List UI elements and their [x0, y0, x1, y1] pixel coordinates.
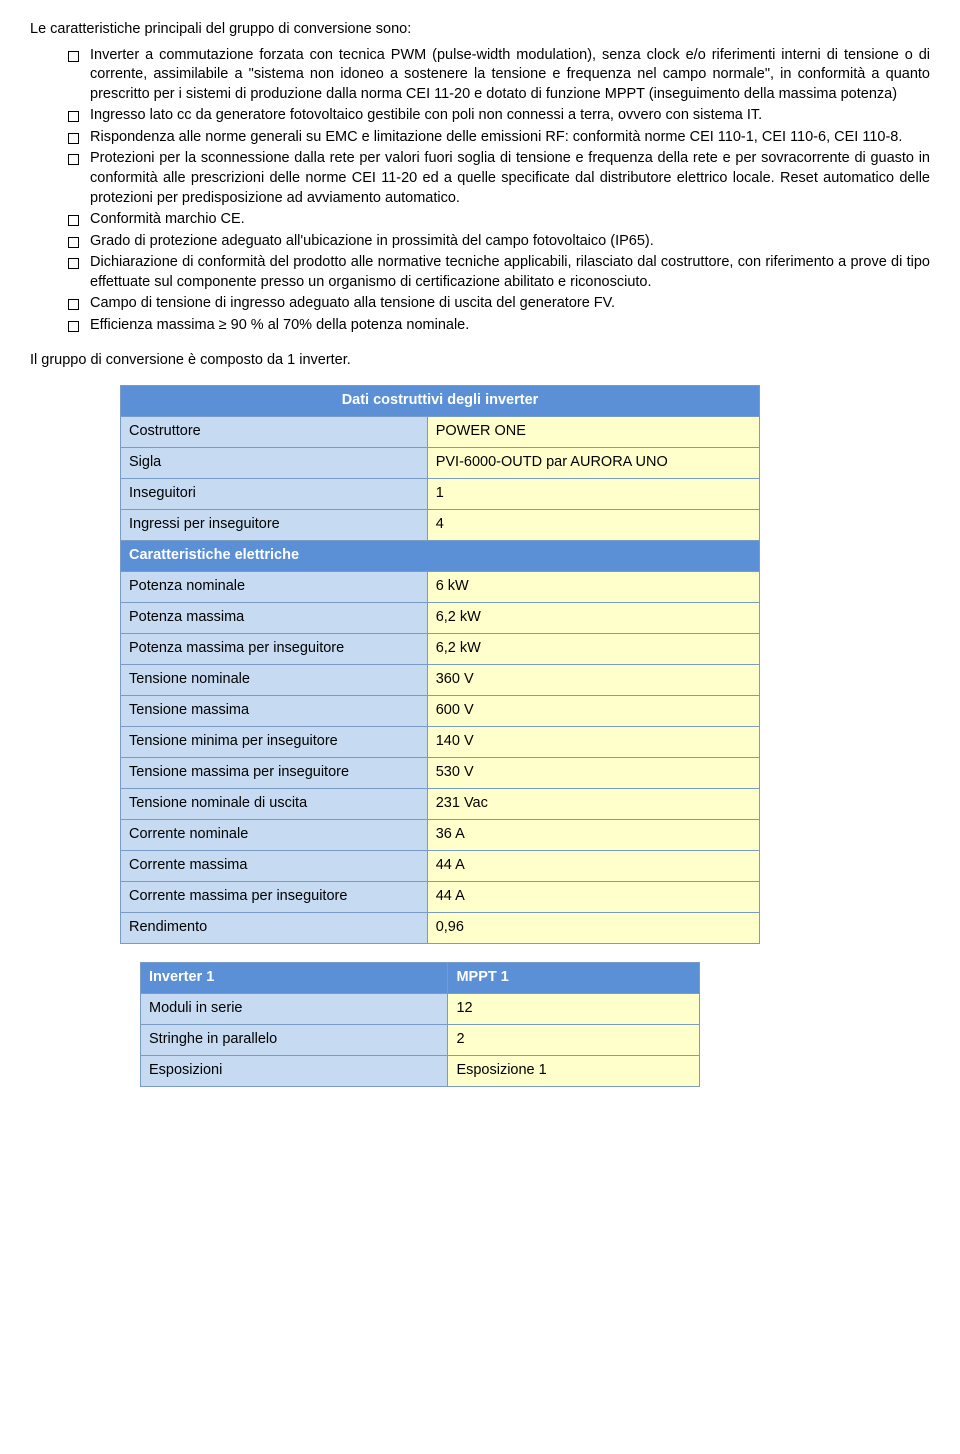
table-label: Tensione massima per inseguitore: [121, 758, 428, 789]
list-item: Protezioni per la sconnessione dalla ret…: [68, 149, 930, 208]
table-label: Potenza massima per inseguitore: [121, 634, 428, 665]
list-item: Conformità marchio CE.: [68, 210, 930, 230]
table-label: Corrente nominale: [121, 820, 428, 851]
list-item: Inverter a commutazione forzata con tecn…: [68, 46, 930, 105]
intro-text: Le caratteristiche principali del gruppo…: [30, 20, 930, 40]
table-label: Ingressi per inseguitore: [121, 510, 428, 541]
list-item: Campo di tensione di ingresso adeguato a…: [68, 294, 930, 314]
table-title: Dati costruttivi degli inverter: [121, 386, 760, 417]
table-label: Potenza massima: [121, 603, 428, 634]
table-label: Tensione nominale di uscita: [121, 789, 428, 820]
list-item: Dichiarazione di conformità del prodotto…: [68, 253, 930, 292]
table-value: 2: [448, 1025, 700, 1056]
table-value: 140 V: [427, 727, 759, 758]
table-value: 360 V: [427, 665, 759, 696]
table-value: 44 A: [427, 851, 759, 882]
table-label: Moduli in serie: [141, 994, 448, 1025]
table-label: Costruttore: [121, 417, 428, 448]
table-value: 6,2 kW: [427, 634, 759, 665]
table-label: Esposizioni: [141, 1056, 448, 1087]
table-value: 44 A: [427, 882, 759, 913]
table-label: Tensione nominale: [121, 665, 428, 696]
list-item: Grado di protezione adeguato all'ubicazi…: [68, 232, 930, 252]
table-label: Sigla: [121, 448, 428, 479]
composition-text: Il gruppo di conversione è composto da 1…: [30, 351, 930, 371]
table-label: Potenza nominale: [121, 572, 428, 603]
table-label: Stringhe in parallelo: [141, 1025, 448, 1056]
feature-list: Inverter a commutazione forzata con tecn…: [30, 46, 930, 336]
table-header: Inverter 1: [141, 963, 448, 994]
table-value: 36 A: [427, 820, 759, 851]
table-value: 0,96: [427, 913, 759, 944]
table-value: POWER ONE: [427, 417, 759, 448]
table-value: 6 kW: [427, 572, 759, 603]
table-label: Tensione massima: [121, 696, 428, 727]
table-value: 4: [427, 510, 759, 541]
table-value: 530 V: [427, 758, 759, 789]
list-item: Rispondenza alle norme generali su EMC e…: [68, 128, 930, 148]
inverter-spec-table: Dati costruttivi degli inverter Costrutt…: [120, 385, 760, 944]
table-label: Rendimento: [121, 913, 428, 944]
table-section: Caratteristiche elettriche: [121, 541, 760, 572]
inverter-config-table: Inverter 1 MPPT 1 Moduli in serie12 Stri…: [140, 962, 700, 1087]
table-value: Esposizione 1: [448, 1056, 700, 1087]
list-item: Efficienza massima ≥ 90 % al 70% della p…: [68, 316, 930, 336]
table-label: Corrente massima per inseguitore: [121, 882, 428, 913]
table-label: Tensione minima per inseguitore: [121, 727, 428, 758]
table-value: PVI-6000-OUTD par AURORA UNO: [427, 448, 759, 479]
table-label: Corrente massima: [121, 851, 428, 882]
table-value: 6,2 kW: [427, 603, 759, 634]
table-value: 231 Vac: [427, 789, 759, 820]
list-item: Ingresso lato cc da generatore fotovolta…: [68, 106, 930, 126]
table-label: Inseguitori: [121, 479, 428, 510]
table-value: 600 V: [427, 696, 759, 727]
table-header: MPPT 1: [448, 963, 700, 994]
table-value: 1: [427, 479, 759, 510]
table-value: 12: [448, 994, 700, 1025]
